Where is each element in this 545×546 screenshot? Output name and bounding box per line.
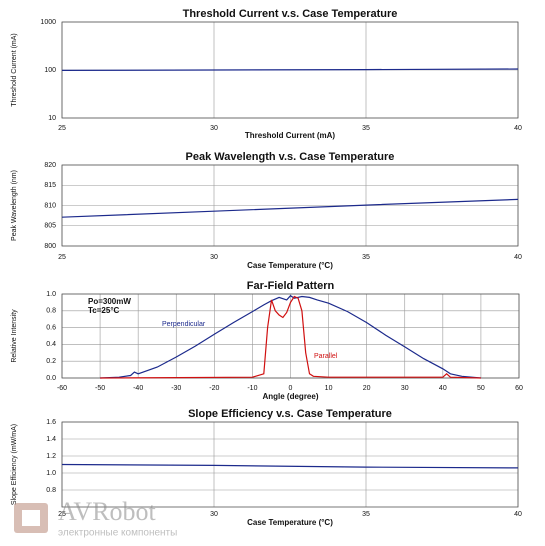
y-tick-label: 0.8 — [46, 487, 56, 494]
x-axis-label: Threshold Current (mA) — [245, 131, 336, 140]
x-tick-label: 30 — [210, 254, 218, 261]
chart: Threshold Current v.s. Case Temperature T… — [11, 8, 522, 140]
x-tick-label: 40 — [514, 511, 522, 518]
annotation: Tc=25°C — [88, 306, 120, 315]
y-tick-label: 0.8 — [46, 308, 56, 315]
y-tick-label: 1.6 — [46, 419, 56, 426]
data-line — [100, 294, 481, 379]
x-tick-label: 25 — [58, 511, 66, 518]
y-tick-label: 1.4 — [46, 436, 56, 443]
data-line — [100, 295, 481, 379]
annotation: Po=300mW — [88, 297, 131, 306]
x-tick-label: 30 — [210, 511, 218, 518]
y-tick-label: 0.0 — [46, 375, 56, 382]
x-tick-label: 60 — [515, 385, 523, 392]
y-tick-label: 1000 — [40, 19, 56, 26]
x-tick-label: 35 — [362, 125, 370, 132]
x-tick-label: 40 — [514, 125, 522, 132]
x-tick-label: 30 — [210, 125, 218, 132]
logo-chip-core — [22, 510, 40, 526]
x-axis-label: Angle (degree) — [262, 392, 318, 401]
y-tick-label: 0.2 — [46, 358, 56, 365]
series-label: Perpendicular — [162, 321, 206, 328]
y-axis-label: Slope Efficiency (mW/mA) — [11, 424, 18, 505]
chart-title: Far-Field Pattern — [247, 280, 335, 292]
x-tick-label: 30 — [401, 385, 409, 392]
chart: Peak Wavelength v.s. Case Temperature Cas… — [11, 151, 522, 270]
plot-frame — [61, 164, 519, 247]
x-tick-label: -20 — [209, 385, 219, 392]
y-axis-label: Peak Wavelength (nm) — [11, 170, 18, 241]
chart-title: Peak Wavelength v.s. Case Temperature — [186, 151, 395, 163]
y-tick-label: 1.2 — [46, 453, 56, 460]
y-axis-label: Relative Intensity — [11, 309, 18, 363]
y-tick-label: 810 — [44, 202, 56, 209]
x-tick-label: -50 — [95, 385, 105, 392]
x-tick-label: 40 — [514, 254, 522, 261]
x-tick-label: 0 — [289, 385, 293, 392]
plot-frame — [61, 293, 520, 379]
y-tick-label: 0.6 — [46, 324, 56, 331]
y-axis-label: Threshold Current (mA) — [11, 33, 18, 107]
watermark: AVRobot электронные компоненты — [14, 497, 177, 539]
data-line — [61, 68, 519, 71]
x-axis-label: Case Temperature (°C) — [247, 518, 333, 527]
x-axis-label: Case Temperature (°C) — [247, 261, 333, 270]
y-tick-label: 815 — [44, 182, 56, 189]
x-tick-label: 35 — [362, 254, 370, 261]
x-tick-label: -40 — [133, 385, 143, 392]
y-tick-label: 1.0 — [46, 470, 56, 477]
x-tick-label: 40 — [439, 385, 447, 392]
y-tick-label: 1.0 — [46, 291, 56, 298]
y-tick-label: 100 — [44, 67, 56, 74]
x-tick-label: 25 — [58, 254, 66, 261]
x-tick-label: -10 — [247, 385, 257, 392]
x-tick-label: -30 — [171, 385, 181, 392]
y-tick-label: 805 — [44, 223, 56, 230]
x-tick-label: -60 — [57, 385, 67, 392]
x-tick-label: 10 — [325, 385, 333, 392]
series-label: Parallel — [314, 353, 338, 360]
chart: Slope Efficiency v.s. Case Temperature Ca… — [11, 408, 522, 527]
x-tick-label: 50 — [477, 385, 485, 392]
y-tick-label: 800 — [44, 243, 56, 250]
brand: AVRobot — [58, 497, 157, 526]
data-line — [61, 463, 519, 469]
chart-title: Threshold Current v.s. Case Temperature — [183, 8, 398, 20]
x-tick-label: 25 — [58, 125, 66, 132]
y-tick-label: 820 — [44, 162, 56, 169]
chart: Far-Field Pattern Angle (degree) Relative … — [11, 280, 523, 401]
y-tick-label: 10 — [48, 115, 56, 122]
tagline: электронные компоненты — [58, 528, 177, 539]
x-tick-label: 35 — [362, 511, 370, 518]
y-tick-label: 0.4 — [46, 341, 56, 348]
x-tick-label: 20 — [363, 385, 371, 392]
data-line — [61, 198, 519, 218]
chart-title: Slope Efficiency v.s. Case Temperature — [188, 408, 392, 420]
